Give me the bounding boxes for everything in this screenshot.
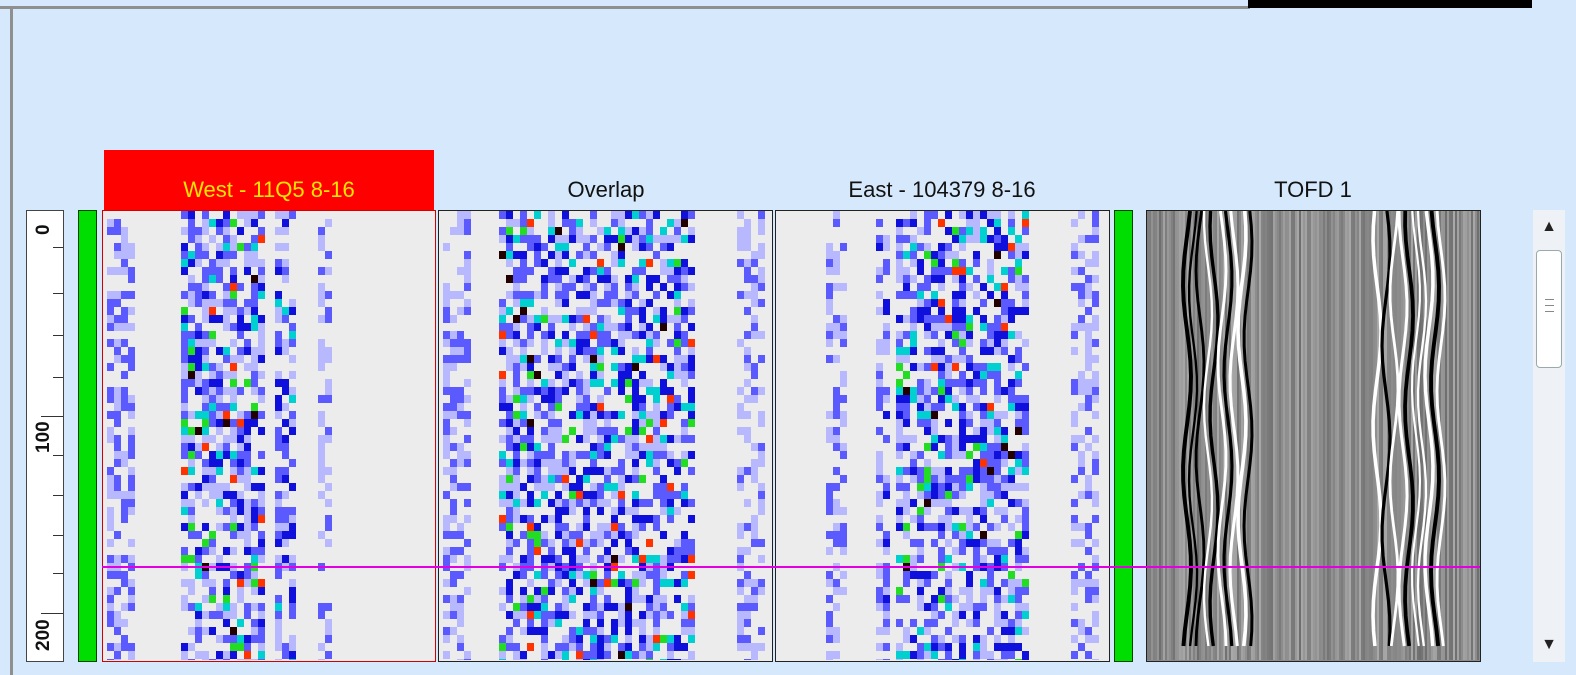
cscan-panel-west[interactable]	[102, 210, 436, 662]
position-cursor-line[interactable]	[102, 566, 1480, 568]
left-status-bar	[78, 210, 97, 662]
vertical-scrollbar[interactable]: ▲ ▼	[1533, 210, 1565, 662]
panel-title-tofd[interactable]: TOFD 1	[1274, 177, 1352, 202]
window-frame-top	[0, 6, 1250, 9]
cscan-panel-overlap[interactable]	[438, 210, 773, 662]
ruler-label-200: 200	[33, 619, 54, 651]
cscan-panel-east[interactable]	[775, 210, 1110, 662]
scroll-thumb[interactable]	[1536, 250, 1562, 368]
right-status-bar	[1114, 210, 1133, 662]
panel-title-east[interactable]: East - 104379 8-16	[848, 177, 1036, 202]
toolbar-strip	[1248, 0, 1532, 8]
panel-title-overlap[interactable]: Overlap	[567, 177, 645, 202]
ruler-label-0: 0	[33, 224, 54, 235]
scroll-down-icon[interactable]: ▼	[1541, 636, 1557, 653]
depth-ruler: 0 100 200	[26, 210, 64, 662]
ruler-label-100: 100	[33, 421, 54, 453]
window-frame-left	[10, 8, 13, 675]
tofd-panel[interactable]	[1146, 210, 1481, 662]
panel-title-west[interactable]: West - 11Q5 8-16	[104, 150, 434, 210]
scroll-up-icon[interactable]: ▲	[1541, 218, 1557, 235]
